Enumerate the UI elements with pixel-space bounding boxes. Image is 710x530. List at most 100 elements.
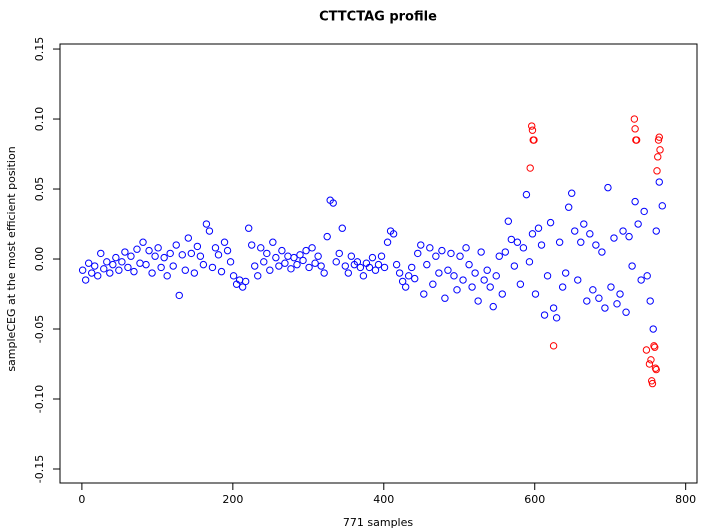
point <box>377 252 386 260</box>
point <box>266 266 274 274</box>
point <box>583 297 591 305</box>
point <box>263 249 271 258</box>
point <box>368 253 377 262</box>
point <box>184 234 193 242</box>
point <box>571 227 579 235</box>
point <box>630 115 639 123</box>
point <box>284 252 292 260</box>
point <box>631 197 639 206</box>
point <box>359 272 368 280</box>
point <box>401 283 410 291</box>
point <box>133 245 141 253</box>
point <box>555 238 564 246</box>
point <box>498 290 506 298</box>
point <box>501 248 509 256</box>
point <box>586 230 594 238</box>
point <box>525 258 534 266</box>
point <box>311 259 319 267</box>
point <box>528 126 537 134</box>
point <box>423 260 431 269</box>
point <box>178 251 186 259</box>
point <box>121 248 129 256</box>
point <box>474 297 482 305</box>
point <box>652 227 660 235</box>
point <box>81 276 90 284</box>
point <box>642 346 651 354</box>
point <box>492 272 500 280</box>
point <box>471 269 479 277</box>
point <box>528 230 537 238</box>
x-tick-label: 200 <box>222 493 243 506</box>
point <box>78 266 87 274</box>
point <box>157 263 165 272</box>
point <box>187 249 196 258</box>
point <box>190 269 199 277</box>
point <box>208 263 217 272</box>
point <box>564 203 573 211</box>
point <box>392 260 401 269</box>
point <box>654 153 662 161</box>
point <box>530 136 538 144</box>
point <box>317 262 325 270</box>
point <box>531 290 540 298</box>
point <box>540 311 549 319</box>
point <box>408 263 416 272</box>
point <box>477 248 485 256</box>
point <box>628 262 636 270</box>
point <box>610 234 618 242</box>
point <box>655 178 663 186</box>
chart-title: CTTCTAG profile <box>319 10 437 25</box>
point <box>103 258 111 266</box>
point <box>344 269 353 277</box>
x-axis-label: 771 samples <box>343 516 413 529</box>
point <box>347 252 356 260</box>
point <box>272 253 280 262</box>
point <box>549 304 558 312</box>
x-tick-label: 400 <box>373 493 394 506</box>
point <box>160 253 168 262</box>
point <box>650 342 658 350</box>
point <box>646 297 654 305</box>
point <box>254 272 262 280</box>
point <box>483 266 491 274</box>
point <box>205 227 214 235</box>
point <box>275 262 283 270</box>
point <box>296 251 304 259</box>
point <box>450 272 458 280</box>
point <box>269 238 277 246</box>
y-tick-label: 0.15 <box>33 37 46 62</box>
point <box>181 266 189 274</box>
point <box>480 276 488 284</box>
point <box>519 244 528 252</box>
point <box>574 276 582 284</box>
point <box>595 294 603 302</box>
point <box>648 379 657 388</box>
point <box>404 272 413 280</box>
point <box>196 252 205 260</box>
x-tick-label: 0 <box>78 493 85 506</box>
point <box>112 253 120 262</box>
point <box>94 272 102 280</box>
y-tick-label: -0.15 <box>33 455 46 483</box>
point <box>329 199 337 207</box>
point <box>637 276 645 284</box>
point <box>398 277 407 286</box>
point <box>248 241 256 249</box>
point <box>260 258 268 266</box>
point <box>592 241 600 249</box>
point <box>202 220 211 228</box>
point <box>420 290 428 298</box>
point <box>211 244 220 252</box>
point <box>632 136 641 144</box>
point <box>526 164 534 172</box>
point <box>495 252 503 260</box>
point <box>647 356 655 364</box>
point <box>323 232 331 241</box>
point <box>516 280 525 288</box>
point <box>462 244 470 252</box>
point <box>241 277 250 286</box>
point <box>244 224 253 232</box>
point <box>257 244 265 252</box>
point <box>447 249 455 258</box>
point <box>561 269 570 277</box>
